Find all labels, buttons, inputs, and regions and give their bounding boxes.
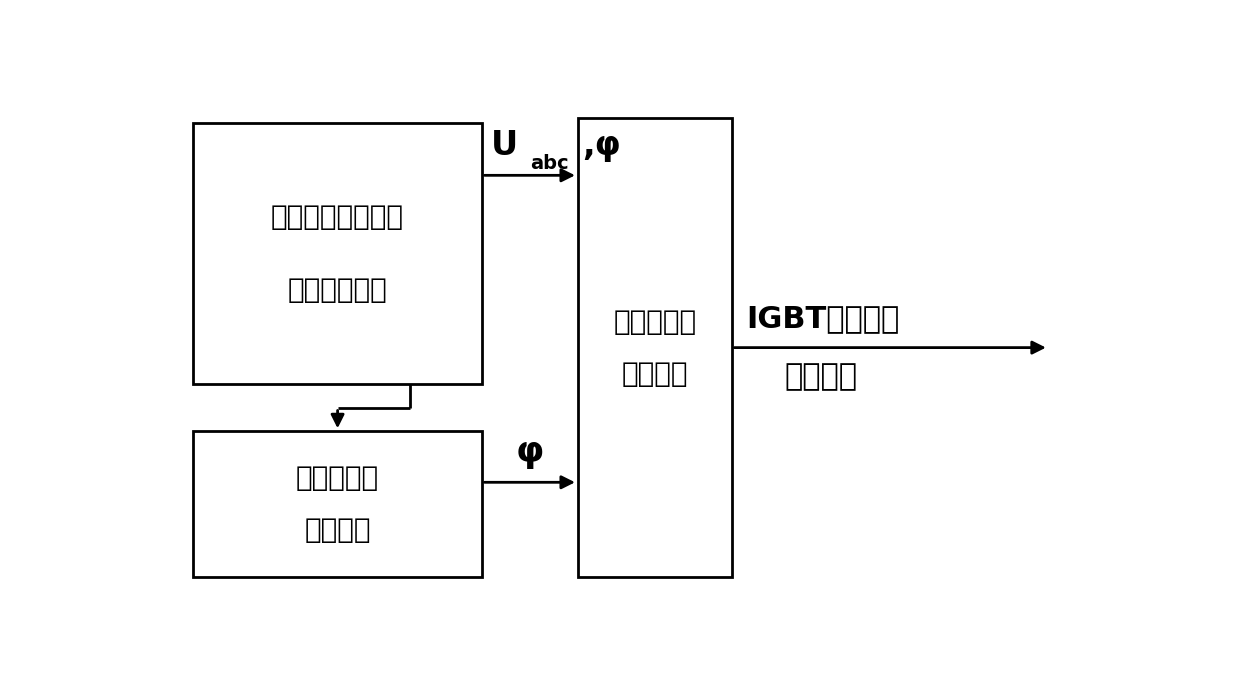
Text: abc: abc xyxy=(529,154,568,173)
Text: 控制模块: 控制模块 xyxy=(621,360,688,388)
Text: 变压器电压: 变压器电压 xyxy=(613,308,697,336)
Text: U: U xyxy=(491,129,518,162)
Bar xyxy=(193,431,481,578)
Text: IGBT门极驱动: IGBT门极驱动 xyxy=(746,304,899,334)
Text: 控制信号: 控制信号 xyxy=(785,362,857,391)
Text: ,φ: ,φ xyxy=(583,129,621,162)
Text: 相位检测模块: 相位检测模块 xyxy=(288,276,387,304)
Bar xyxy=(578,118,732,578)
Text: 三相输电线电压、: 三相输电线电压、 xyxy=(272,203,404,231)
Text: φ: φ xyxy=(516,435,544,469)
Text: 变压器磁通: 变压器磁通 xyxy=(296,464,379,492)
Text: 计算模块: 计算模块 xyxy=(304,517,371,544)
Bar xyxy=(193,123,481,384)
